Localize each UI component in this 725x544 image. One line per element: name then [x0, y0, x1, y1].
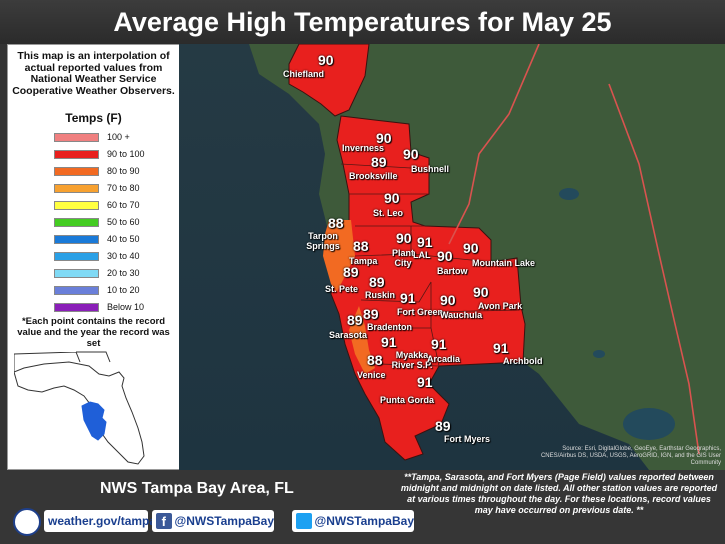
legend-swatch: [54, 303, 99, 312]
station-temp: 88: [367, 352, 383, 368]
station-temp: 91: [493, 340, 509, 356]
station-name: Plant City: [391, 248, 414, 268]
legend-label: 40 to 50: [107, 234, 140, 244]
station-temp: 90: [376, 130, 392, 146]
legend-title: Temps (F): [65, 111, 122, 125]
station-name: Bradenton: [367, 322, 412, 332]
station-name: Fort Myers: [444, 434, 491, 444]
station-name: Ruskin: [365, 290, 396, 300]
station-name: LAL: [413, 250, 431, 260]
station-name: Brooksville: [349, 171, 398, 181]
map-attribution: Source: Esri, DigitalGlobe, GeoEye, Eart…: [540, 446, 721, 466]
station-name: Venice: [357, 370, 386, 380]
station-temp: 91: [417, 374, 433, 390]
legend-swatch: [54, 235, 99, 244]
station-temp: 91: [400, 290, 416, 306]
legend-swatch: [54, 167, 99, 176]
station-name: Archbold: [503, 356, 543, 366]
station-name: Bartow: [437, 266, 468, 276]
legend-swatch: [54, 201, 99, 210]
station-temp: 89: [363, 306, 379, 322]
station-temp: 88: [353, 238, 369, 254]
legend-label: 90 to 100: [107, 149, 145, 159]
legend-label: 70 to 80: [107, 183, 140, 193]
station-temp: 90: [396, 230, 412, 246]
footer-area-title: NWS Tampa Bay Area, FL: [100, 480, 294, 497]
legend-swatch: [54, 184, 99, 193]
facebook-link-label: @NWSTampaBay: [174, 514, 275, 528]
station-name: Fort Green: [397, 307, 444, 317]
station-temp: 89: [435, 418, 451, 434]
station-name: St. Pete: [325, 284, 359, 294]
legend-swatch: [54, 269, 99, 278]
station-temp: 90: [437, 248, 453, 264]
temperature-map: 90 Chiefland 90 Inverness 89 Brooksville…: [179, 44, 725, 470]
station-temp: 91: [431, 336, 447, 352]
legend-label: 30 to 40: [107, 251, 140, 261]
record-note: *Each point contains the record value an…: [17, 316, 170, 349]
legend-label: 50 to 60: [107, 217, 140, 227]
station-name: Tampa: [349, 256, 378, 266]
station-temp: 90: [384, 190, 400, 206]
legend-note: This map is an interpolation of actual r…: [12, 50, 175, 97]
legend-label: 10 to 20: [107, 285, 140, 295]
station-name: St. Leo: [373, 208, 404, 218]
station-temp: 89: [343, 264, 359, 280]
station-temp: 89: [347, 312, 363, 328]
station-temp: 90: [463, 240, 479, 256]
station-name: Myakka River S.P.: [391, 350, 433, 370]
legend-label: Below 10: [107, 302, 145, 312]
station-temp: 90: [473, 284, 489, 300]
station-temp: 88: [328, 215, 344, 231]
footer-note: **Tampa, Sarasota, and Fort Myers (Page …: [400, 472, 718, 515]
twitter-icon: [296, 513, 312, 529]
station-name: Bushnell: [411, 164, 450, 174]
twitter-link-label: @NWSTampaBay: [314, 514, 415, 528]
legend-label: 20 to 30: [107, 268, 140, 278]
station-temp: 89: [369, 274, 385, 290]
station-temp: 90: [403, 146, 419, 162]
legend-swatch: [54, 150, 99, 159]
website-link-label: weather.gov/tampa: [48, 514, 157, 528]
station-name: Arcadia: [427, 354, 461, 364]
legend-label: 80 to 90: [107, 166, 140, 176]
legend-swatch: [54, 286, 99, 295]
legend-label: 100 +: [107, 132, 130, 142]
twitter-link[interactable]: @NWSTampaBay: [292, 510, 414, 532]
legend-panel: This map is an interpolation of actual r…: [7, 44, 180, 470]
map-background: [179, 44, 725, 470]
legend-swatch: [54, 218, 99, 227]
station-temp: 90: [440, 292, 456, 308]
station-name: Inverness: [342, 143, 385, 153]
legend-swatch: [54, 252, 99, 261]
page-title: Average High Temperatures for May 25: [0, 0, 725, 44]
station-name: Punta Gorda: [380, 395, 435, 405]
legend-label: 60 to 70: [107, 200, 140, 210]
station-temp: 91: [417, 234, 433, 250]
station-name: Wauchula: [440, 310, 483, 320]
station-name: Avon Park: [478, 301, 523, 311]
florida-inset-map: [14, 351, 145, 465]
website-link[interactable]: weather.gov/tampa: [44, 510, 156, 532]
station-name: Tarpon Springs: [306, 231, 340, 251]
station-temp: 91: [381, 334, 397, 350]
nws-logo: [13, 508, 41, 536]
station-name: Sarasota: [329, 330, 368, 340]
facebook-link[interactable]: f @NWSTampaBay: [152, 510, 274, 532]
station-name: Mountain Lake: [472, 258, 536, 268]
station-temp: 89: [371, 154, 387, 170]
legend-swatch: [54, 133, 99, 142]
station-temp: 90: [318, 52, 334, 68]
station-name: Chiefland: [283, 69, 325, 79]
facebook-icon: f: [156, 513, 172, 529]
